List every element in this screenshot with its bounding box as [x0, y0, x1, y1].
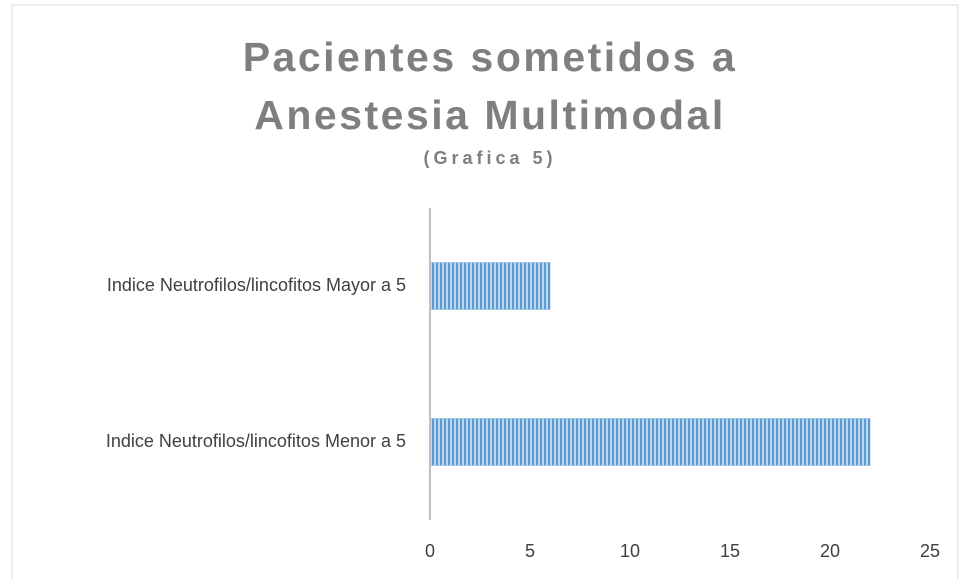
bar: [429, 418, 871, 466]
x-tick-label: 5: [525, 541, 535, 561]
chart-title: Pacientes sometidos a Anestesia Multimod…: [242, 34, 738, 138]
y-tick-label: Indice Neutrofilos/lincofitos Mayor a 5: [107, 275, 406, 295]
bar: [429, 262, 551, 310]
x-tick-label: 0: [425, 541, 435, 561]
x-tick-label: 15: [720, 541, 740, 561]
x-tick-label: 25: [920, 541, 940, 561]
x-tick-label: 20: [820, 541, 840, 561]
chart-border: [11, 4, 959, 579]
x-tick-label: 10: [620, 541, 640, 561]
chart-subtitle: (Grafica 5): [423, 148, 557, 168]
y-tick-label: Indice Neutrofilos/lincofitos Menor a 5: [106, 431, 406, 451]
